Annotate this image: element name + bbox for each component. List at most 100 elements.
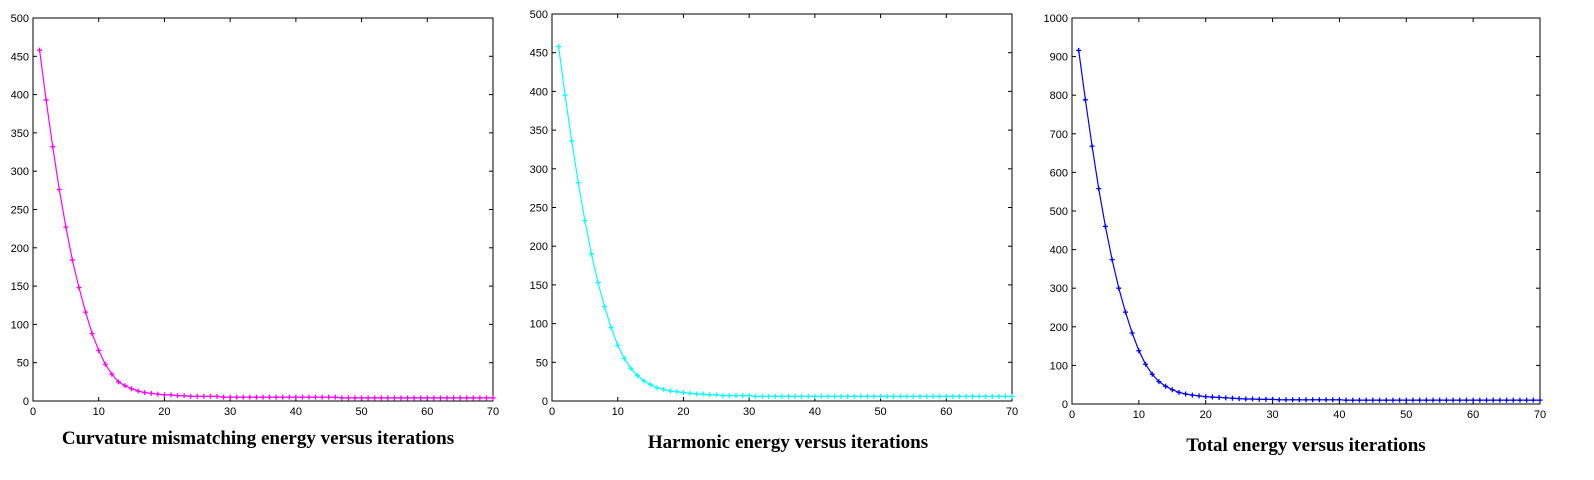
data-point xyxy=(595,280,601,286)
data-point xyxy=(227,394,233,400)
data-point xyxy=(700,391,706,397)
data-point xyxy=(1290,397,1296,403)
series-line xyxy=(1078,50,1540,401)
data-point xyxy=(963,393,969,399)
data-point xyxy=(825,393,831,399)
data-point xyxy=(878,393,884,399)
data-point xyxy=(772,393,778,399)
data-point xyxy=(1524,397,1530,403)
data-point xyxy=(1336,397,1342,403)
chart-3: 0 10 20 30 40 50 60 700100200300400500600700800… xyxy=(1044,13,1547,456)
data-point xyxy=(378,395,384,401)
y-tick-label: 0 xyxy=(542,396,548,408)
chart-2: 0 10 20 30 40 50 60 70 0 50 100 150 200 250 300 350 400 4… xyxy=(530,9,1018,453)
data-point xyxy=(970,393,976,399)
y-tick-label: 600 xyxy=(1050,167,1068,179)
y-tick-label: 250 xyxy=(11,205,29,217)
data-point xyxy=(188,393,194,399)
data-point xyxy=(1370,397,1376,403)
data-point xyxy=(917,393,923,399)
data-point xyxy=(621,355,627,361)
data-point xyxy=(135,388,141,394)
data-point xyxy=(1457,397,1463,403)
data-point xyxy=(175,393,181,399)
data-point xyxy=(569,138,575,144)
data-point xyxy=(818,393,824,399)
data-point xyxy=(687,390,693,396)
data-point xyxy=(1504,397,1510,403)
data-point xyxy=(102,361,108,367)
data-point xyxy=(950,393,956,399)
data-point xyxy=(1082,97,1088,103)
data-point xyxy=(240,394,246,400)
data-point xyxy=(168,392,174,398)
data-point xyxy=(280,394,286,400)
data-point xyxy=(50,144,56,150)
x-tick-label: 40 xyxy=(290,406,302,418)
data-point xyxy=(56,187,62,193)
data-point xyxy=(634,372,640,378)
y-tick-label: 100 xyxy=(11,319,29,331)
data-point xyxy=(1417,397,1423,403)
data-point xyxy=(720,393,726,399)
data-point xyxy=(983,393,989,399)
data-point xyxy=(1497,397,1503,403)
data-point xyxy=(661,386,667,392)
data-point xyxy=(924,393,930,399)
data-point xyxy=(1310,397,1316,403)
data-point xyxy=(1477,397,1483,403)
data-point xyxy=(805,393,811,399)
data-point xyxy=(339,395,345,401)
data-point xyxy=(470,395,476,401)
data-point xyxy=(1517,397,1523,403)
data-point xyxy=(1009,393,1015,399)
data-point xyxy=(1316,397,1322,403)
data-point xyxy=(575,180,581,186)
data-point xyxy=(352,395,358,401)
data-point xyxy=(1263,396,1269,402)
data-point xyxy=(181,393,187,399)
data-point xyxy=(1470,397,1476,403)
data-point xyxy=(483,395,489,401)
x-tick-label: 60 xyxy=(1467,409,1479,421)
data-point xyxy=(418,395,424,401)
x-tick-label: 50 xyxy=(874,406,886,418)
data-point xyxy=(1189,392,1195,398)
plot-frame xyxy=(32,17,494,402)
y-tick-label: 450 xyxy=(11,51,29,63)
data-point xyxy=(326,394,332,400)
data-point xyxy=(194,393,200,399)
data-point xyxy=(253,394,259,400)
data-point xyxy=(385,395,391,401)
data-point xyxy=(1410,397,1416,403)
data-point xyxy=(1296,397,1302,403)
data-point xyxy=(753,393,759,399)
data-point xyxy=(792,393,798,399)
data-point xyxy=(1397,397,1403,403)
y-tick-label: 350 xyxy=(11,128,29,140)
data-point xyxy=(1403,397,1409,403)
data-point xyxy=(740,393,746,399)
x-tick-label: 60 xyxy=(940,406,952,418)
data-point xyxy=(372,395,378,401)
data-point xyxy=(148,390,154,396)
data-point xyxy=(267,394,273,400)
chart-caption: Curvature mismatching energy versus iter… xyxy=(62,428,454,449)
data-point xyxy=(391,395,397,401)
x-tick-label: 40 xyxy=(1333,409,1345,421)
data-point xyxy=(943,393,949,399)
data-point xyxy=(444,395,450,401)
data-point xyxy=(641,378,647,384)
data-point xyxy=(1076,47,1082,53)
data-point xyxy=(1143,361,1149,367)
data-point xyxy=(707,392,713,398)
data-point xyxy=(345,395,351,401)
y-tick-label: 700 xyxy=(1050,129,1068,141)
x-tick-label: 0 xyxy=(549,406,555,418)
data-point xyxy=(1096,186,1102,192)
data-point xyxy=(1176,389,1182,395)
data-point xyxy=(799,393,805,399)
data-point xyxy=(1437,397,1443,403)
data-point xyxy=(832,393,838,399)
data-point xyxy=(851,393,857,399)
